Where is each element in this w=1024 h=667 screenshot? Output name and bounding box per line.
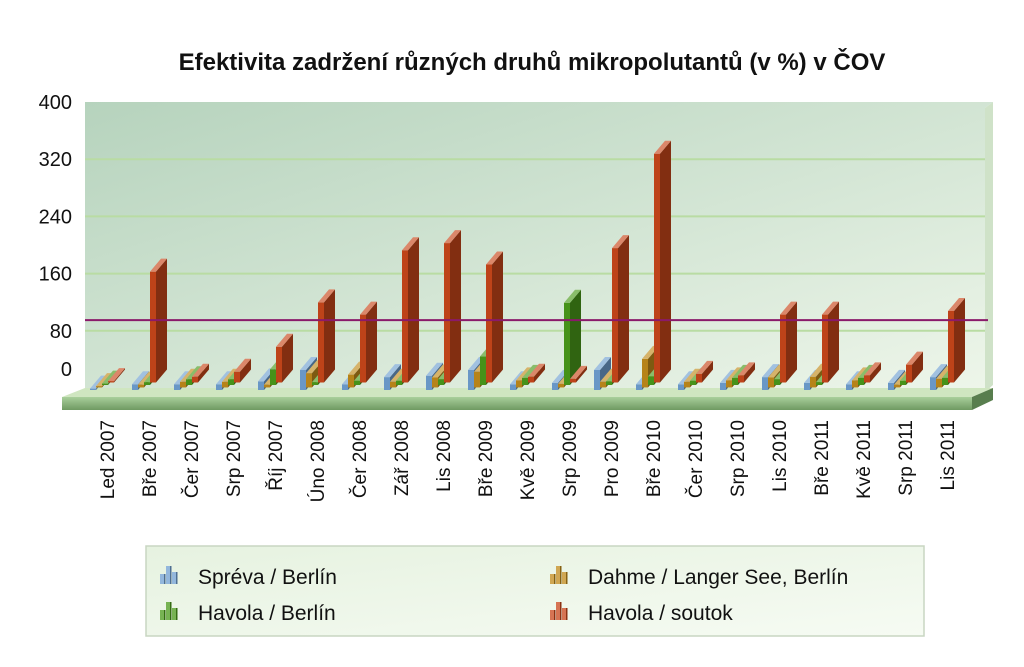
x-tick-label: Srp 2009 (560, 420, 581, 497)
bar (276, 333, 293, 383)
x-tick-label: Úno 2008 (307, 420, 329, 502)
plot-floor-front (62, 397, 972, 410)
plot-side-wall (985, 102, 993, 392)
bar (108, 368, 125, 383)
bar (696, 360, 713, 383)
bar (654, 140, 671, 383)
x-tick-label: Srp 2010 (728, 420, 749, 497)
legend-item: Havola / soutok (550, 602, 733, 625)
legend-swatch-icon (160, 566, 178, 584)
bar (570, 365, 587, 383)
x-tick-label: Čer 2010 (685, 420, 707, 498)
bar (564, 289, 581, 385)
legend: Spréva / Berlín Dahme / Langer See, Berlí… (160, 566, 848, 625)
legend-label: Dahme / Langer See, Berlín (588, 566, 848, 589)
bar (402, 237, 419, 383)
bar (192, 363, 209, 383)
y-tick-label: 400 (39, 92, 72, 114)
legend-label: Spréva / Berlín (198, 566, 337, 589)
plot-background (85, 102, 993, 392)
legend-box (145, 545, 925, 637)
legend-swatch-icon (550, 566, 568, 584)
bar (234, 358, 251, 383)
x-tick-label: Čer 2008 (349, 420, 371, 498)
x-tick-label: Led 2007 (98, 420, 119, 499)
bar (486, 251, 503, 383)
bar (864, 362, 881, 383)
plot-floor-side (972, 388, 993, 410)
y-tick-label: 320 (39, 149, 72, 171)
bar (528, 363, 545, 383)
bar (738, 362, 755, 383)
x-tick-label: Bře 2010 (644, 420, 665, 497)
plot-floor (62, 388, 993, 397)
y-tick-label: 0 (61, 359, 72, 381)
x-tick-label: Bře 2011 (812, 420, 833, 496)
bar (948, 298, 965, 383)
x-tick-label: Říj 2007 (265, 420, 287, 491)
x-tick-label: Kvě 2009 (518, 420, 539, 500)
y-tick-label: 240 (39, 206, 72, 228)
legend-item: Spréva / Berlín (160, 566, 337, 589)
x-tick-label: Lis 2008 (434, 420, 455, 492)
legend-label: Havola / soutok (588, 602, 733, 625)
x-tick-label: Zář 2008 (392, 420, 413, 496)
legend-swatch-icon (160, 602, 178, 620)
legend-item: Dahme / Langer See, Berlín (550, 566, 848, 589)
x-tick-label: Lis 2010 (770, 420, 791, 492)
bar (612, 235, 629, 383)
x-tick-label: Čer 2007 (181, 420, 203, 498)
y-tick-label: 80 (50, 321, 72, 343)
x-tick-label: Srp 2007 (224, 420, 245, 497)
y-tick-label: 160 (39, 264, 72, 286)
chart-title: Efektivita zadržení různých druhů mikrop… (179, 48, 886, 76)
legend-swatch-icon (550, 602, 568, 620)
bar (822, 301, 839, 383)
bar (360, 301, 377, 383)
x-axis-ticks: Led 2007 Bře 2007 Čer 2007 Srp 2007 Říj 2007… (98, 420, 959, 502)
bar (780, 301, 797, 383)
x-tick-label: Lis 2011 (938, 420, 959, 490)
x-tick-label: Bře 2007 (140, 420, 161, 497)
x-tick-label: Kvě 2011 (854, 420, 875, 499)
bar (906, 351, 923, 383)
legend-item: Havola / Berlín (160, 602, 336, 625)
x-tick-label: Pro 2009 (602, 420, 623, 497)
x-tick-label: Bře 2009 (476, 420, 497, 497)
y-axis-ticks: 400 320 240 160 80 0 (39, 92, 72, 381)
bars (90, 140, 965, 390)
x-tick-label: Srp 2011 (896, 420, 917, 496)
legend-label: Havola / Berlín (198, 602, 336, 625)
bar (444, 230, 461, 383)
bar (318, 289, 335, 383)
